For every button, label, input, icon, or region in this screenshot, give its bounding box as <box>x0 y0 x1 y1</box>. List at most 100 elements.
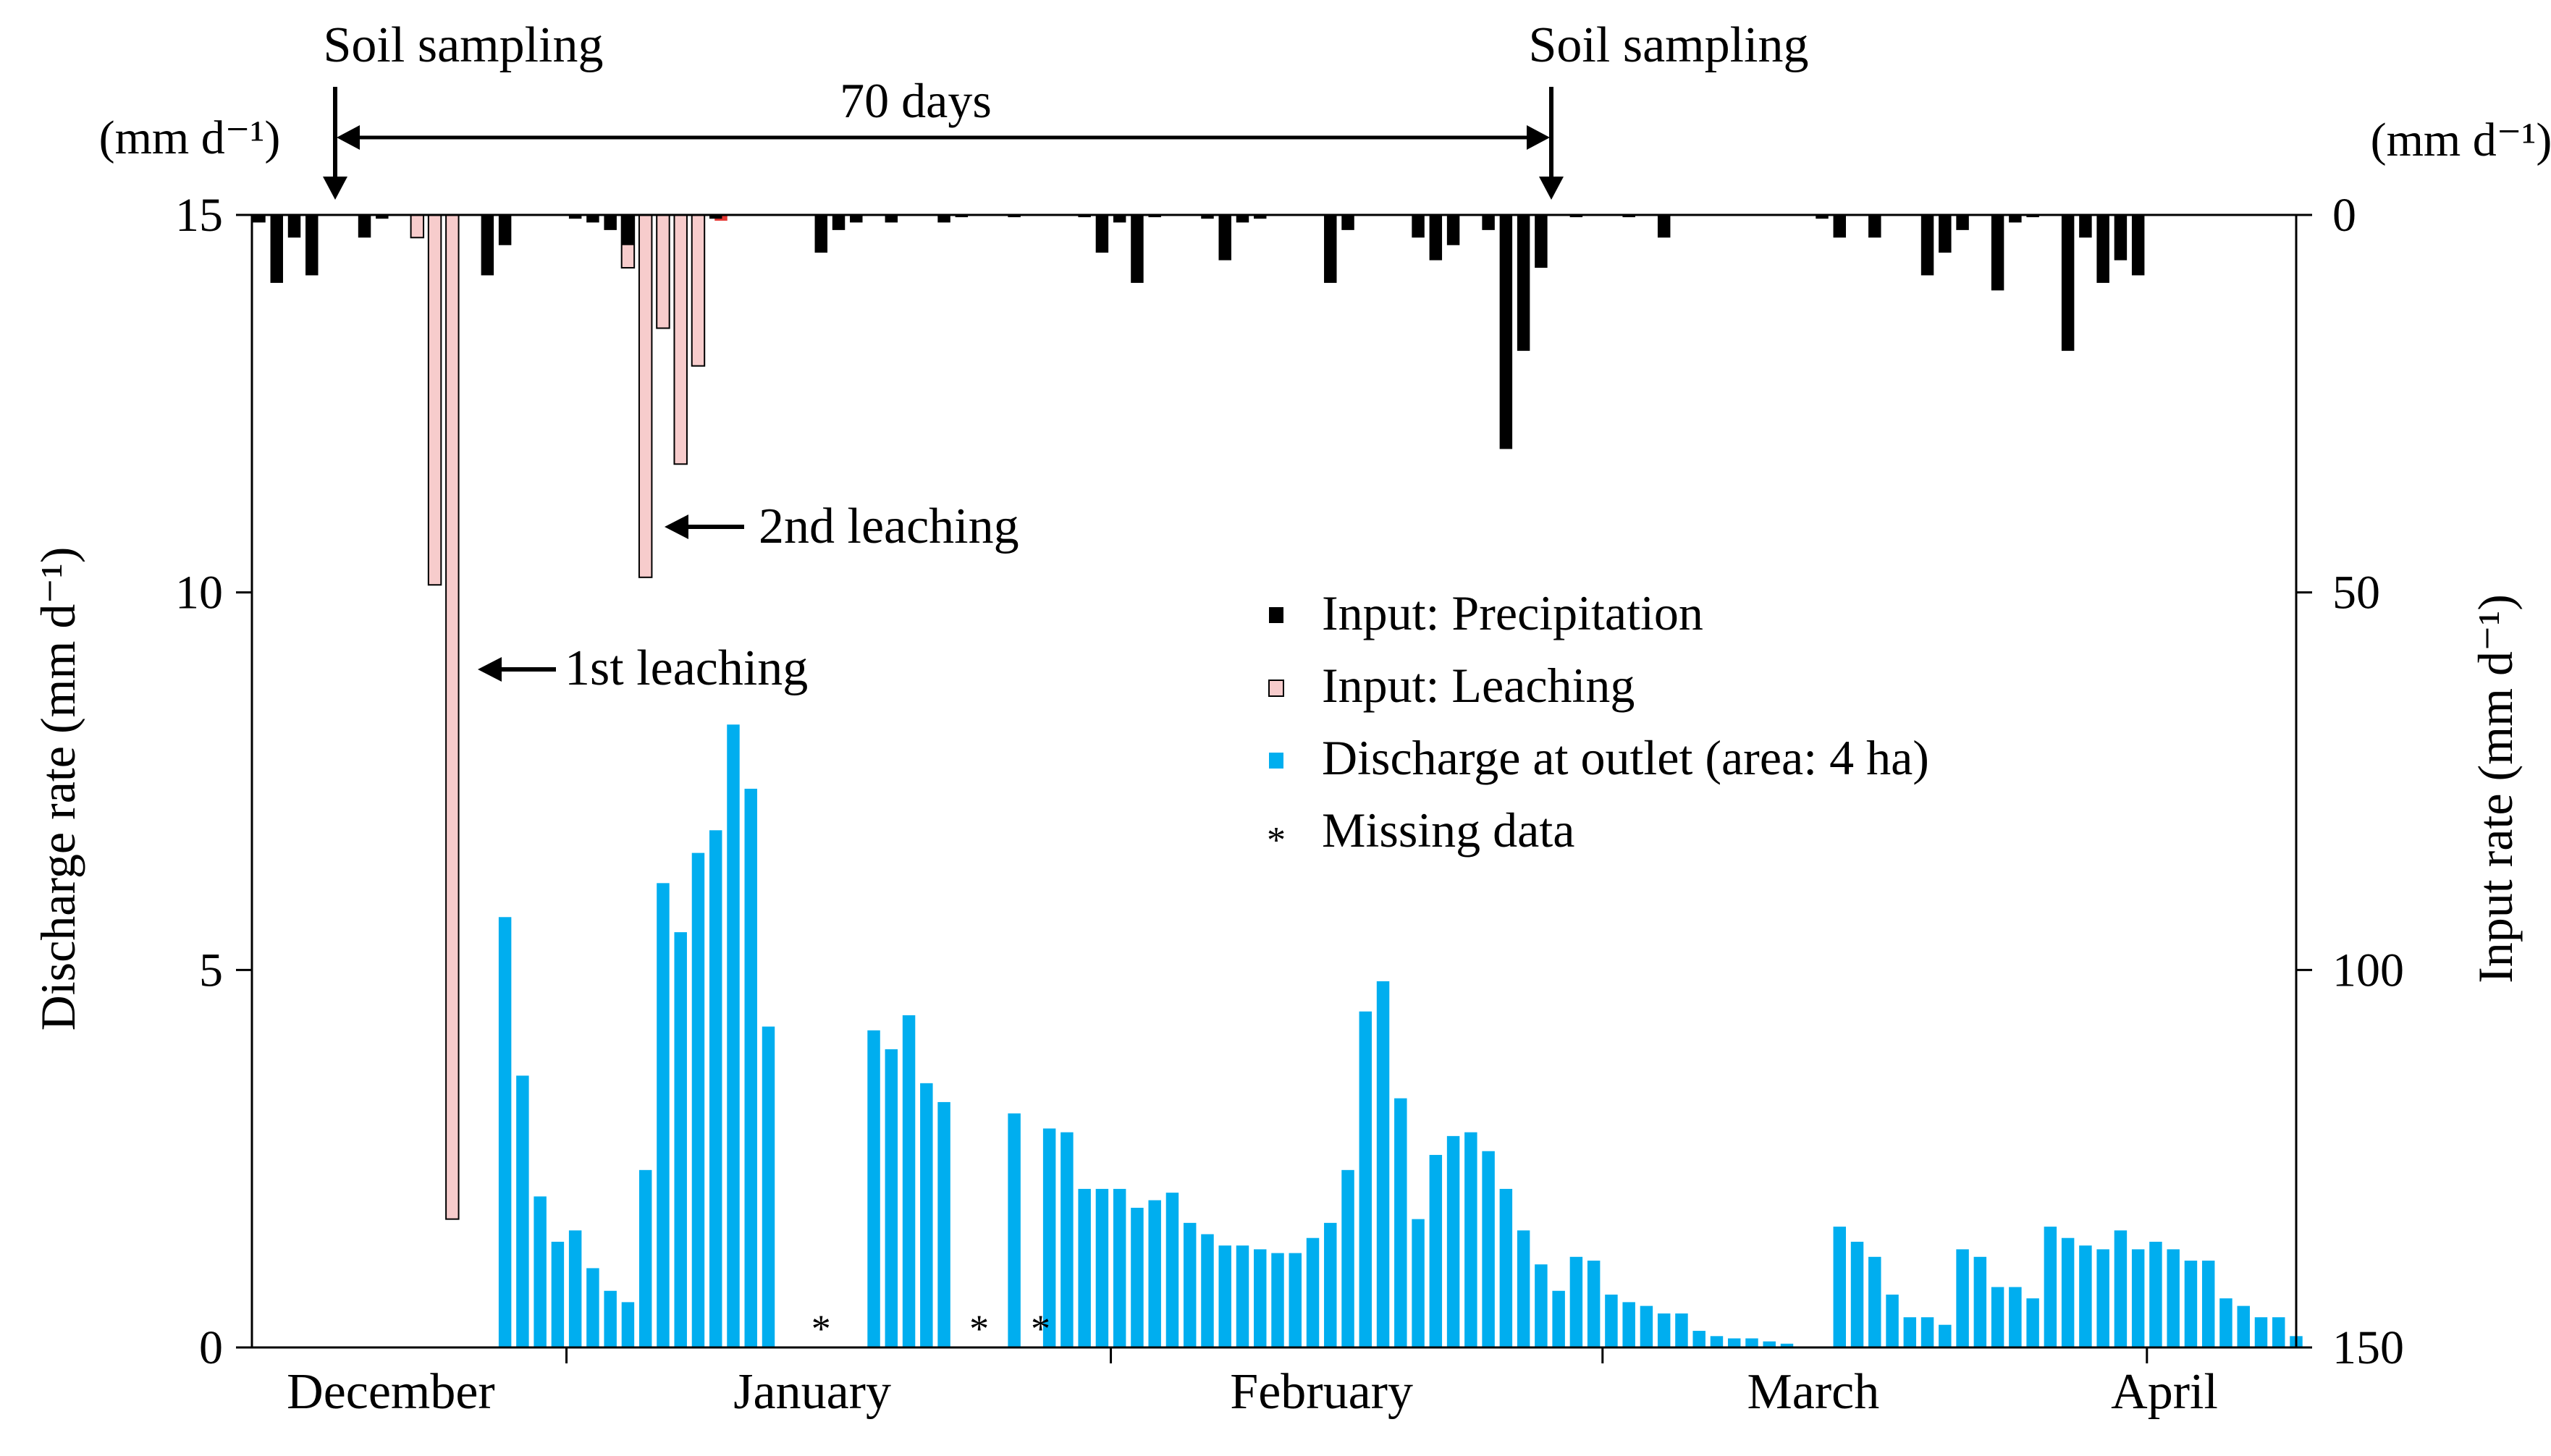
discharge-bar <box>1236 1245 1249 1347</box>
discharge-bar <box>1763 1341 1776 1347</box>
precipitation-bar <box>1517 215 1530 351</box>
discharge-bar <box>1745 1338 1758 1347</box>
left-axis-tick-label: 0 <box>199 1321 223 1374</box>
left-axis-tick-label: 5 <box>199 944 223 996</box>
discharge-bars <box>498 724 2303 1347</box>
discharge-bar <box>1165 1193 1179 1347</box>
discharge-bar <box>2254 1317 2268 1347</box>
precipitation-bar <box>2009 215 2022 223</box>
precipitation-bar <box>1482 215 1495 230</box>
leaching-bar <box>691 214 706 367</box>
discharge-bar <box>902 1015 916 1347</box>
legend: Input: Precipitation Input: Leaching Dis… <box>1267 585 1929 861</box>
discharge-bar <box>2061 1237 2075 1347</box>
discharge-bar <box>2079 1245 2092 1347</box>
discharge-bar <box>1078 1188 1091 1347</box>
precipitation-bar <box>1833 215 1847 238</box>
discharge-bar <box>674 932 687 1347</box>
precipitation-bar <box>376 215 389 219</box>
discharge-bar <box>2026 1298 2039 1347</box>
precipitation-bar <box>1499 215 1513 449</box>
leaching-bar <box>656 214 670 329</box>
discharge-bar <box>1605 1294 1618 1347</box>
precipitation-bar <box>1429 215 1443 261</box>
discharge-bar <box>1061 1132 1074 1347</box>
discharge-bar <box>1201 1234 1214 1347</box>
discharge-bar <box>1675 1313 1688 1347</box>
discharge-bar <box>1042 1128 1056 1347</box>
precipitation-bar <box>1254 215 1267 219</box>
precipitation-bar <box>1148 215 1161 218</box>
second-leaching-label: 2nd leaching <box>759 499 1019 554</box>
precipitation-bar <box>955 215 969 218</box>
discharge-bar <box>1973 1256 1987 1347</box>
precipitation-bar <box>2079 215 2092 238</box>
right-axis-tick-label: 0 <box>2332 189 2356 242</box>
precipitation-bar <box>358 215 371 238</box>
discharge-bar <box>2149 1241 2162 1347</box>
leaching-bars <box>410 214 728 1220</box>
left-axis-tick-label: 15 <box>175 189 223 242</box>
discharge-bar <box>551 1241 565 1347</box>
x-axis-month-label: December <box>287 1364 495 1420</box>
discharge-bar <box>691 852 705 1347</box>
precipitation-bar <box>568 215 582 219</box>
legend-asterisk: * <box>1267 820 1286 861</box>
left-axis-tick-label: 10 <box>175 567 223 619</box>
discharge-bar <box>1569 1256 1583 1347</box>
precipitation-bar <box>1201 215 1214 219</box>
precipitation-bar <box>709 215 722 219</box>
discharge-bar <box>1833 1227 1847 1347</box>
discharge-bar <box>2096 1249 2109 1347</box>
discharge-bar <box>604 1290 617 1347</box>
legend-label-missing: Missing data <box>1322 803 1574 858</box>
discharge-bar <box>2044 1227 2057 1347</box>
precipitation-bar <box>1113 215 1126 223</box>
precipitation-bar <box>1991 215 2004 291</box>
discharge-bar <box>1886 1294 1899 1347</box>
leaching-bar <box>410 214 425 239</box>
x-axis-month-label: February <box>1230 1364 1413 1420</box>
precipitation-bar <box>270 215 283 283</box>
missing-data-asterisk: * <box>969 1307 989 1350</box>
precipitation-bar <box>604 215 617 230</box>
missing-data-asterisk: * <box>1031 1307 1050 1350</box>
discharge-bar <box>727 724 740 1347</box>
precipitation-bar <box>1078 215 1091 218</box>
precipitation-bar <box>814 215 828 253</box>
discharge-bar <box>1183 1222 1197 1347</box>
first-leaching-arrow <box>478 657 556 682</box>
precipitation-bar <box>1412 215 1425 238</box>
right-axis-tick-label: 150 <box>2332 1321 2404 1374</box>
precipitation-bar <box>937 215 950 223</box>
discharge-bar <box>1640 1305 1653 1347</box>
discharge-bar <box>1254 1249 1267 1347</box>
soil-sampling-label-1: Soil sampling <box>324 17 604 73</box>
discharge-bar <box>2184 1261 2198 1347</box>
leaching-bar <box>427 214 442 586</box>
discharge-bar <box>516 1075 529 1347</box>
discharge-bar <box>1991 1287 2004 1347</box>
discharge-bar <box>2167 1249 2180 1347</box>
precipitation-bar <box>832 215 846 230</box>
left-axis-title: Discharge rate (mm d⁻¹) <box>30 547 85 1031</box>
discharge-bar <box>1920 1317 1934 1347</box>
discharge-bar <box>1359 1011 1373 1347</box>
second-leaching-arrow <box>665 515 744 539</box>
discharge-bar <box>638 1169 652 1347</box>
right-axis-title: Input rate (mm d⁻¹) <box>2468 594 2523 983</box>
discharge-bar <box>1008 1113 1021 1347</box>
precipitation-bar <box>1816 215 1829 219</box>
discharge-bar <box>1939 1324 1952 1347</box>
discharge-bar <box>1271 1253 1284 1347</box>
legend-swatch-discharge <box>1269 753 1283 769</box>
discharge-bar <box>1394 1098 1407 1347</box>
precipitation-bar <box>1920 215 1934 276</box>
precipitation-bar <box>2096 215 2109 283</box>
discharge-bar <box>1552 1290 1565 1347</box>
discharge-bar <box>1095 1188 1109 1347</box>
precipitation-bar <box>1236 215 1249 223</box>
discharge-bar <box>1482 1151 1495 1347</box>
